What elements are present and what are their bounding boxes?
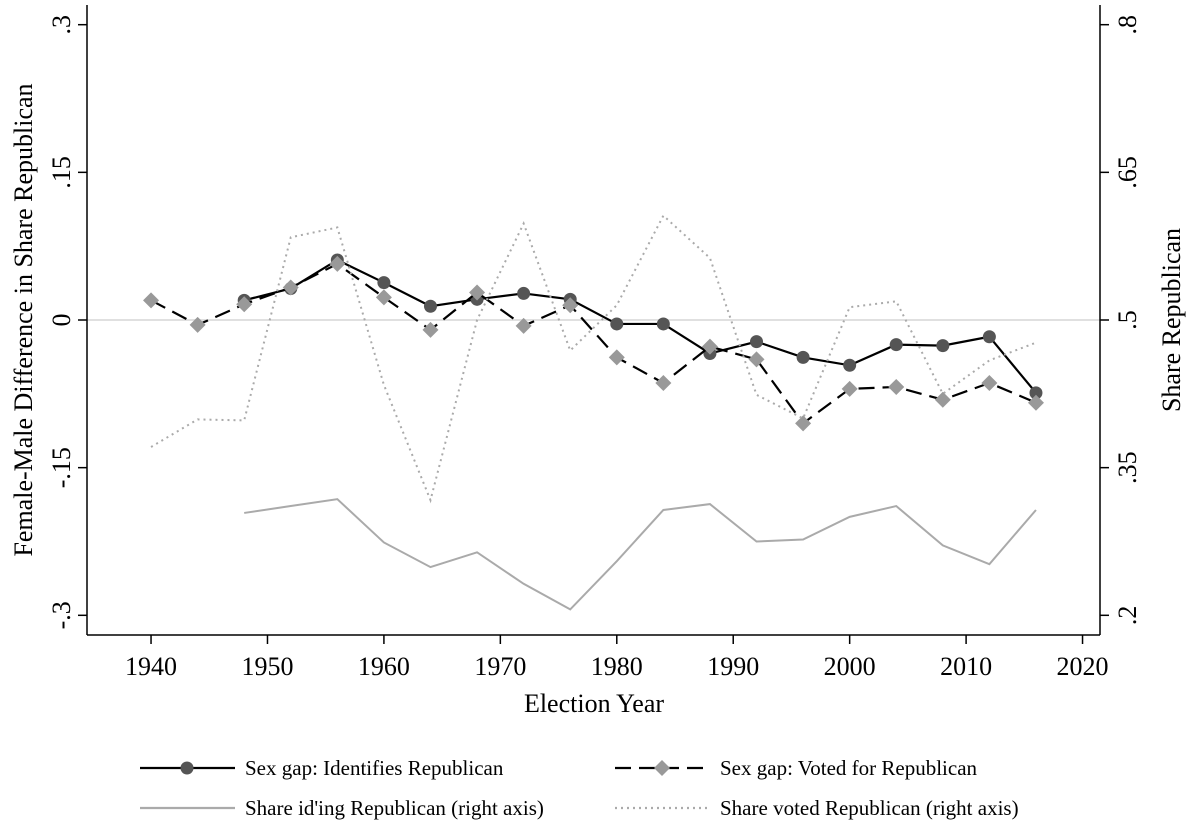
- data-point: [329, 255, 346, 272]
- data-point: [888, 378, 905, 395]
- data-point: [701, 338, 718, 355]
- legend-label: Share id'ing Republican (right axis): [245, 796, 544, 820]
- legend-label: Sex gap: Identifies Republican: [245, 756, 504, 780]
- series-line: [150, 262, 1037, 425]
- data-point: [189, 316, 206, 333]
- y2-tick-label: .8: [1113, 15, 1142, 35]
- data-point: [655, 375, 672, 391]
- x-axis-title: Election Year: [524, 689, 664, 718]
- y-tick-label: .3: [47, 15, 76, 35]
- x-tick-label: 2000: [824, 652, 876, 681]
- data-point: [608, 349, 625, 366]
- data-point: [843, 358, 857, 372]
- data-point: [982, 330, 996, 344]
- y-tick-label: -.15: [47, 447, 76, 488]
- data-point: [748, 351, 765, 368]
- series-line: [150, 214, 1037, 504]
- legend-label: Share voted Republican (right axis): [720, 796, 1019, 820]
- data-point: [841, 380, 858, 397]
- x-tick-label: 1940: [125, 652, 177, 681]
- y2-tick-label: .65: [1113, 156, 1142, 189]
- data-point: [981, 375, 998, 391]
- legend-label: Sex gap: Voted for Republican: [720, 756, 978, 780]
- x-tick-label: 2020: [1057, 652, 1109, 681]
- data-point: [515, 317, 532, 334]
- data-point: [796, 350, 810, 364]
- series-line: [243, 258, 1037, 394]
- y-tick-label: .15: [47, 156, 76, 189]
- x-tick-label: 1950: [241, 652, 293, 681]
- y-axis-title: Female-Male Difference in Share Republic…: [9, 83, 38, 556]
- y-tick-label: 0: [47, 314, 76, 327]
- data-point: [795, 415, 812, 432]
- y-tick-label: -.3: [47, 601, 76, 629]
- data-point: [934, 391, 951, 408]
- data-point: [422, 321, 439, 338]
- data-point: [517, 286, 531, 300]
- data-point: [656, 317, 670, 331]
- x-tick-label: 1970: [474, 652, 526, 681]
- legend-marker: [180, 761, 194, 775]
- data-point: [1027, 394, 1044, 411]
- data-point: [282, 279, 299, 296]
- data-point: [936, 339, 950, 353]
- y2-axis-title: Share Republican: [1157, 228, 1186, 412]
- data-point: [469, 284, 486, 301]
- data-point: [236, 296, 253, 313]
- data-point: [750, 335, 764, 349]
- series-line: [244, 498, 1037, 611]
- x-tick-label: 1990: [707, 652, 759, 681]
- x-tick-label: 1960: [358, 652, 410, 681]
- data-point: [562, 297, 579, 314]
- y2-tick-label: .5: [1113, 310, 1142, 330]
- x-tick-label: 1980: [591, 652, 643, 681]
- legend-marker: [654, 760, 670, 776]
- data-point: [1029, 386, 1043, 400]
- data-point: [889, 338, 903, 352]
- data-point: [375, 289, 392, 306]
- x-tick-label: 2010: [940, 652, 992, 681]
- data-point: [143, 292, 160, 309]
- y2-tick-label: .2: [1113, 606, 1142, 626]
- data-point: [610, 317, 624, 331]
- y2-tick-label: .35: [1113, 451, 1142, 484]
- data-point: [423, 299, 437, 313]
- data-point: [377, 276, 391, 290]
